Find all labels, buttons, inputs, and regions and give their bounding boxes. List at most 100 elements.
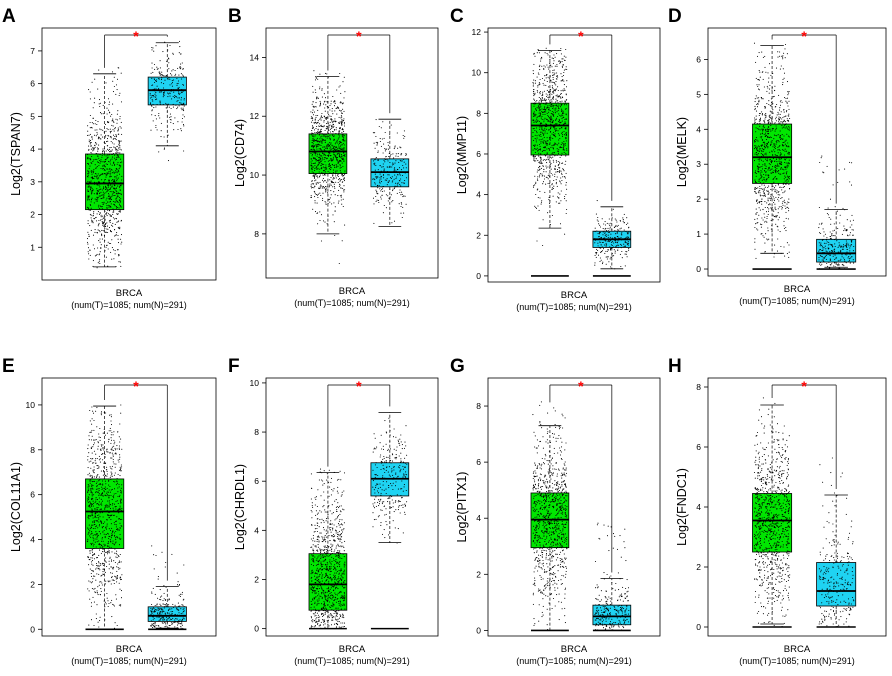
data-point bbox=[164, 41, 166, 43]
data-point bbox=[565, 132, 567, 134]
data-point bbox=[565, 160, 567, 162]
data-point bbox=[558, 167, 560, 169]
data-point bbox=[778, 165, 780, 167]
data-point bbox=[389, 196, 391, 198]
data-point bbox=[319, 181, 321, 183]
data-point bbox=[105, 192, 107, 194]
data-point bbox=[374, 183, 376, 185]
data-point bbox=[552, 88, 554, 90]
data-point bbox=[539, 78, 541, 81]
y-tick-label: 6 bbox=[476, 149, 481, 159]
data-point bbox=[98, 219, 100, 222]
data-point bbox=[93, 102, 95, 104]
data-point bbox=[333, 129, 336, 131]
data-point bbox=[107, 441, 110, 443]
data-point bbox=[756, 154, 758, 156]
data-point bbox=[328, 129, 330, 131]
data-point bbox=[113, 130, 115, 132]
data-point bbox=[336, 159, 338, 161]
data-point bbox=[764, 122, 766, 124]
data-point bbox=[99, 253, 101, 255]
data-point bbox=[341, 178, 343, 181]
data-point bbox=[561, 135, 564, 137]
data-point bbox=[325, 134, 327, 136]
data-point bbox=[311, 155, 313, 157]
data-point bbox=[105, 159, 107, 161]
data-point bbox=[764, 186, 766, 188]
x-axis-sample-sizes: (num(T)=1085; num(N)=291) bbox=[294, 298, 410, 308]
data-point bbox=[390, 124, 392, 126]
y-axis-label: Log2(COL11A1) bbox=[9, 462, 23, 552]
data-point bbox=[763, 192, 765, 194]
data-point bbox=[825, 248, 827, 250]
data-point bbox=[548, 175, 551, 177]
data-point bbox=[537, 107, 539, 109]
data-point bbox=[755, 175, 757, 177]
data-point bbox=[543, 136, 545, 138]
data-point bbox=[110, 115, 112, 117]
data-point bbox=[316, 194, 319, 196]
data-point bbox=[754, 117, 756, 119]
data-point bbox=[550, 118, 552, 120]
data-point bbox=[338, 86, 340, 88]
data-point bbox=[846, 244, 848, 246]
data-point bbox=[595, 252, 597, 254]
data-point bbox=[343, 191, 345, 193]
group-normal bbox=[147, 40, 187, 162]
data-point bbox=[118, 164, 121, 167]
data-point bbox=[609, 246, 611, 248]
data-point bbox=[341, 158, 343, 160]
data-point bbox=[109, 167, 111, 169]
data-point bbox=[766, 215, 768, 218]
significance-bracket: * bbox=[771, 28, 837, 204]
data-point bbox=[104, 165, 106, 167]
data-point bbox=[330, 184, 332, 186]
data-point bbox=[166, 111, 168, 113]
data-point bbox=[314, 169, 316, 171]
significance-bracket: * bbox=[104, 28, 168, 68]
data-point bbox=[329, 128, 332, 130]
data-point bbox=[758, 207, 760, 209]
data-point bbox=[533, 115, 535, 118]
data-point bbox=[775, 192, 778, 194]
data-point bbox=[597, 242, 599, 244]
data-point bbox=[757, 153, 759, 155]
data-point bbox=[316, 121, 318, 124]
data-point bbox=[314, 89, 316, 91]
data-point bbox=[162, 96, 164, 98]
data-point bbox=[550, 137, 552, 139]
data-point bbox=[334, 166, 336, 168]
data-point bbox=[768, 137, 771, 139]
data-point bbox=[762, 56, 764, 58]
data-point bbox=[314, 152, 316, 154]
data-point bbox=[543, 175, 546, 177]
data-point bbox=[388, 152, 390, 155]
data-point bbox=[565, 134, 568, 136]
data-point bbox=[338, 131, 340, 133]
data-point bbox=[788, 162, 790, 164]
data-point bbox=[104, 228, 106, 230]
data-point bbox=[109, 191, 111, 193]
data-point bbox=[342, 155, 344, 157]
data-point bbox=[327, 76, 329, 78]
data-point bbox=[830, 218, 832, 220]
data-point bbox=[755, 152, 758, 154]
data-point bbox=[763, 188, 765, 190]
panel-letter: D bbox=[668, 6, 682, 27]
data-point bbox=[831, 250, 833, 252]
data-point bbox=[768, 119, 770, 121]
data-point bbox=[155, 80, 158, 83]
data-point bbox=[785, 97, 787, 100]
data-point bbox=[342, 140, 344, 142]
data-point bbox=[120, 121, 122, 123]
data-point bbox=[779, 154, 781, 157]
data-point bbox=[326, 168, 328, 170]
data-point bbox=[329, 138, 331, 140]
data-point bbox=[110, 577, 113, 579]
data-point bbox=[87, 208, 89, 210]
data-point bbox=[788, 251, 790, 253]
data-point bbox=[319, 103, 322, 105]
data-point bbox=[552, 74, 554, 77]
data-point bbox=[776, 178, 778, 180]
y-tick-label: 12 bbox=[472, 27, 482, 37]
